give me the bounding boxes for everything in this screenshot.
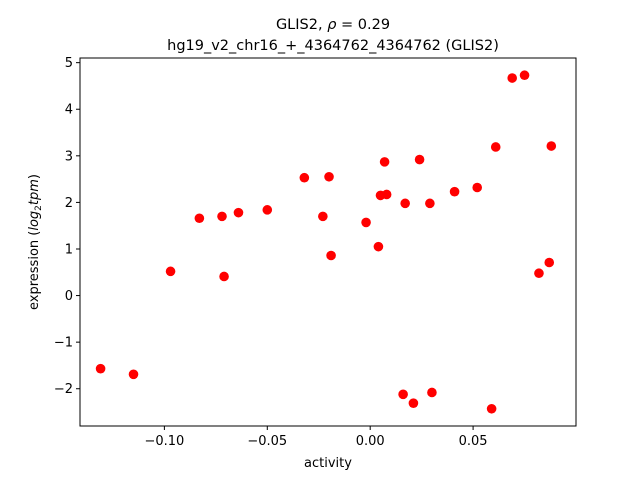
data-point xyxy=(486,403,497,414)
y-tick-label: 4 xyxy=(65,103,73,118)
data-point xyxy=(194,213,205,224)
x-tick-label: −0.05 xyxy=(247,434,287,449)
data-point xyxy=(373,241,384,252)
data-point xyxy=(400,198,410,209)
data-point xyxy=(507,73,517,83)
data-point xyxy=(381,189,392,200)
y-tick-label: 5 xyxy=(65,56,73,71)
y-tick-label: 0 xyxy=(65,289,73,304)
data-point xyxy=(534,268,544,279)
data-point xyxy=(379,157,390,167)
data-points xyxy=(95,70,557,414)
data-point xyxy=(544,257,555,268)
y-tick-label: 2 xyxy=(65,196,73,211)
data-point xyxy=(490,142,501,152)
data-point xyxy=(165,266,176,277)
data-point xyxy=(449,186,460,197)
data-point xyxy=(425,198,435,209)
data-point xyxy=(128,369,139,380)
chart-title-line1: GLIS2, ρ = 0.29 xyxy=(276,17,390,33)
data-point xyxy=(324,171,334,182)
y-tick-label: −1 xyxy=(54,336,73,351)
y-tick-label: 1 xyxy=(65,242,73,257)
x-tick-label: −0.10 xyxy=(144,434,184,449)
plot-frame xyxy=(79,57,577,427)
data-point xyxy=(414,154,425,165)
data-point xyxy=(318,211,328,222)
data-point xyxy=(398,389,408,400)
x-tick-label: 0.05 xyxy=(459,434,488,449)
data-point xyxy=(299,172,310,183)
data-point xyxy=(472,182,483,193)
data-point xyxy=(326,250,336,261)
x-axis-label: activity xyxy=(304,456,352,471)
data-point xyxy=(519,70,530,81)
data-point xyxy=(95,363,106,374)
tick-marks xyxy=(76,62,474,430)
y-tick-labels: −2 −1 0 1 2 3 4 5 xyxy=(54,56,73,397)
data-point xyxy=(219,271,229,282)
y-tick-label: −2 xyxy=(54,382,73,397)
data-point xyxy=(233,207,244,218)
x-tick-labels: −0.10 −0.05 0.00 0.05 xyxy=(144,434,487,449)
data-point xyxy=(217,211,227,222)
data-point xyxy=(408,398,419,408)
chart-title-line2: hg19_v2_chr16_+_4364762_4364762 (GLIS2) xyxy=(167,38,499,54)
y-tick-label: 3 xyxy=(65,149,73,164)
data-point xyxy=(427,387,437,398)
data-point xyxy=(361,217,371,228)
data-point xyxy=(546,141,557,151)
data-point xyxy=(262,205,273,215)
y-axis-label: expression (log2tpm) xyxy=(27,174,44,310)
x-tick-label: 0.00 xyxy=(356,434,385,449)
